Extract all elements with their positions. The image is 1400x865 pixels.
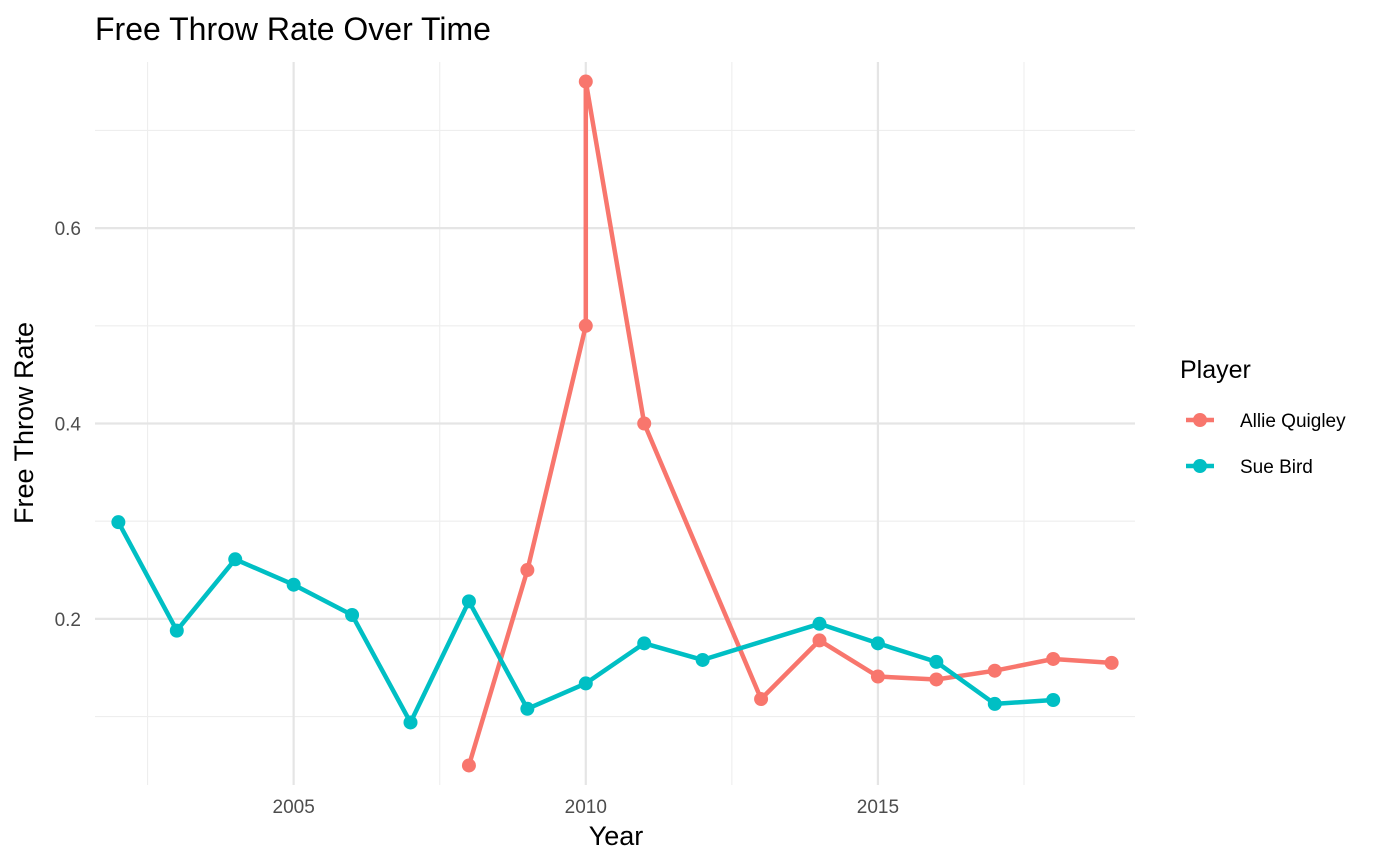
data-point-sue-bird xyxy=(637,636,652,651)
y-axis-ticks: 0.2 0.4 0.6 xyxy=(55,219,82,631)
data-point-sue-bird xyxy=(228,552,243,567)
data-point-allie-quigley xyxy=(987,663,1002,678)
data-point-sue-bird xyxy=(403,715,418,730)
legend-items: Allie Quigley Sue Bird xyxy=(1186,411,1346,478)
data-point-allie-quigley xyxy=(461,758,476,773)
data-point-allie-quigley xyxy=(578,74,593,89)
plot-series xyxy=(111,74,1119,773)
data-point-sue-bird xyxy=(578,676,593,691)
x-axis-title: Year xyxy=(589,821,644,851)
x-tick-label: 2010 xyxy=(565,797,607,818)
data-point-allie-quigley xyxy=(578,318,593,333)
legend-item-sue-bird: Sue Bird xyxy=(1186,457,1313,478)
series-line-sue-bird xyxy=(116,519,1056,725)
y-axis-title: Free Throw Rate xyxy=(9,322,39,524)
x-tick-label: 2005 xyxy=(273,797,315,818)
series-line-allie-quigley xyxy=(466,79,1114,768)
chart-title: Free Throw Rate Over Time xyxy=(95,11,491,47)
data-point-allie-quigley xyxy=(1046,651,1061,666)
data-point-sue-bird xyxy=(929,654,944,669)
data-point-allie-quigley xyxy=(520,563,535,578)
data-point-sue-bird xyxy=(987,696,1002,711)
data-point-sue-bird xyxy=(520,701,535,716)
data-point-sue-bird xyxy=(695,652,710,667)
legend: Player Allie Quigley Sue Bird xyxy=(1180,356,1346,478)
data-point-sue-bird xyxy=(870,636,885,651)
data-point-allie-quigley xyxy=(929,672,944,687)
data-point-sue-bird xyxy=(345,607,360,622)
legend-label: Sue Bird xyxy=(1240,457,1313,478)
data-point-allie-quigley xyxy=(1104,655,1119,670)
legend-swatch-point xyxy=(1193,413,1207,427)
legend-title: Player xyxy=(1180,356,1251,384)
x-tick-label: 2015 xyxy=(857,797,899,818)
data-point-sue-bird xyxy=(111,515,126,530)
legend-item-allie-quigley: Allie Quigley xyxy=(1186,411,1346,432)
data-point-allie-quigley xyxy=(870,669,885,684)
data-point-sue-bird xyxy=(286,577,301,592)
data-point-sue-bird xyxy=(1046,692,1061,707)
plot-grid xyxy=(95,62,1135,785)
y-tick-label: 0.2 xyxy=(55,610,81,631)
data-point-allie-quigley xyxy=(754,692,769,707)
legend-swatch-point xyxy=(1193,459,1207,473)
x-axis-ticks: 2005 2010 2015 xyxy=(273,797,900,818)
y-tick-label: 0.6 xyxy=(55,219,81,240)
data-point-allie-quigley xyxy=(637,416,652,431)
legend-label: Allie Quigley xyxy=(1240,411,1346,432)
y-tick-label: 0.4 xyxy=(55,415,82,436)
data-point-allie-quigley xyxy=(812,633,827,648)
data-point-sue-bird xyxy=(169,623,184,638)
data-point-sue-bird xyxy=(812,616,827,631)
data-point-sue-bird xyxy=(461,594,476,609)
